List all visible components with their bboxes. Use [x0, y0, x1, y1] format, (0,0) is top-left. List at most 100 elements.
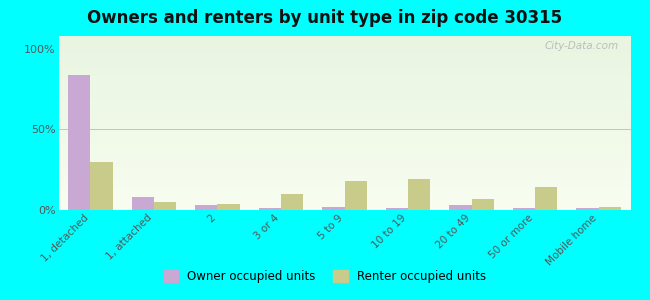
Bar [58, 66, 630, 67]
Bar [58, 119, 630, 121]
Bar [58, 186, 630, 188]
Bar [58, 73, 630, 74]
Bar [58, 144, 630, 146]
Bar [58, 69, 630, 71]
Bar [58, 100, 630, 102]
Bar [58, 153, 630, 154]
Bar [58, 203, 630, 205]
Bar [281, 194, 303, 210]
Bar [58, 50, 630, 52]
Bar [58, 201, 630, 203]
Bar [58, 184, 630, 186]
Bar [322, 207, 344, 210]
Bar [58, 179, 630, 180]
Bar [408, 179, 430, 210]
Bar [58, 40, 630, 41]
Bar [599, 207, 621, 210]
Bar [58, 116, 630, 118]
Bar [58, 38, 630, 40]
Bar [58, 52, 630, 53]
Bar [58, 112, 630, 114]
Bar [58, 45, 630, 46]
Bar [58, 196, 630, 198]
Bar [58, 125, 630, 127]
Bar [58, 107, 630, 109]
Bar [58, 64, 630, 66]
Bar [344, 181, 367, 210]
Bar [58, 193, 630, 194]
Bar [513, 208, 535, 210]
Bar [386, 208, 408, 210]
Bar [58, 111, 630, 112]
Bar [58, 160, 630, 161]
Bar [58, 36, 630, 38]
Bar [58, 71, 630, 73]
Bar [58, 128, 630, 130]
Bar [58, 182, 630, 184]
Bar [58, 206, 630, 208]
Bar [58, 46, 630, 48]
Bar [58, 208, 630, 210]
Bar [58, 165, 630, 167]
Bar [58, 78, 630, 80]
Bar [58, 60, 630, 62]
Bar [58, 67, 630, 69]
Bar [58, 154, 630, 156]
Bar [58, 130, 630, 132]
Bar [58, 127, 630, 128]
Bar [58, 81, 630, 83]
Bar [58, 123, 630, 125]
Legend: Owner occupied units, Renter occupied units: Owner occupied units, Renter occupied un… [159, 266, 491, 288]
Bar [58, 41, 630, 43]
Bar [58, 175, 630, 177]
Bar [58, 151, 630, 153]
Bar [259, 208, 281, 210]
Bar [58, 85, 630, 86]
Bar [58, 205, 630, 206]
Bar [58, 90, 630, 92]
Bar [58, 194, 630, 196]
Bar [58, 93, 630, 95]
Bar [217, 204, 240, 210]
Bar [58, 106, 630, 107]
Bar [58, 74, 630, 76]
Bar [58, 80, 630, 81]
Bar [58, 102, 630, 104]
Bar [58, 140, 630, 142]
Bar [58, 135, 630, 137]
Bar [58, 55, 630, 57]
Bar [58, 53, 630, 55]
Bar [58, 200, 630, 201]
Bar [58, 198, 630, 200]
Bar [58, 191, 630, 193]
Bar [58, 134, 630, 135]
Bar [131, 197, 154, 210]
Bar [58, 173, 630, 175]
Bar [58, 142, 630, 144]
Bar [58, 172, 630, 173]
Bar [90, 162, 112, 210]
Bar [58, 114, 630, 116]
Bar [58, 121, 630, 123]
Bar [58, 57, 630, 58]
Bar [58, 137, 630, 139]
Bar [58, 95, 630, 97]
Bar [535, 188, 558, 210]
Bar [58, 189, 630, 191]
Bar [58, 170, 630, 172]
Bar [58, 147, 630, 149]
Bar [58, 104, 630, 106]
Bar [58, 92, 630, 93]
Bar [195, 205, 217, 210]
Bar [58, 167, 630, 168]
Bar [58, 99, 630, 100]
Bar [58, 146, 630, 147]
Bar [58, 163, 630, 165]
Bar [58, 158, 630, 160]
Bar [58, 149, 630, 151]
Bar [58, 86, 630, 88]
Bar [577, 208, 599, 210]
Bar [58, 177, 630, 179]
Bar [68, 75, 90, 210]
Bar [58, 132, 630, 134]
